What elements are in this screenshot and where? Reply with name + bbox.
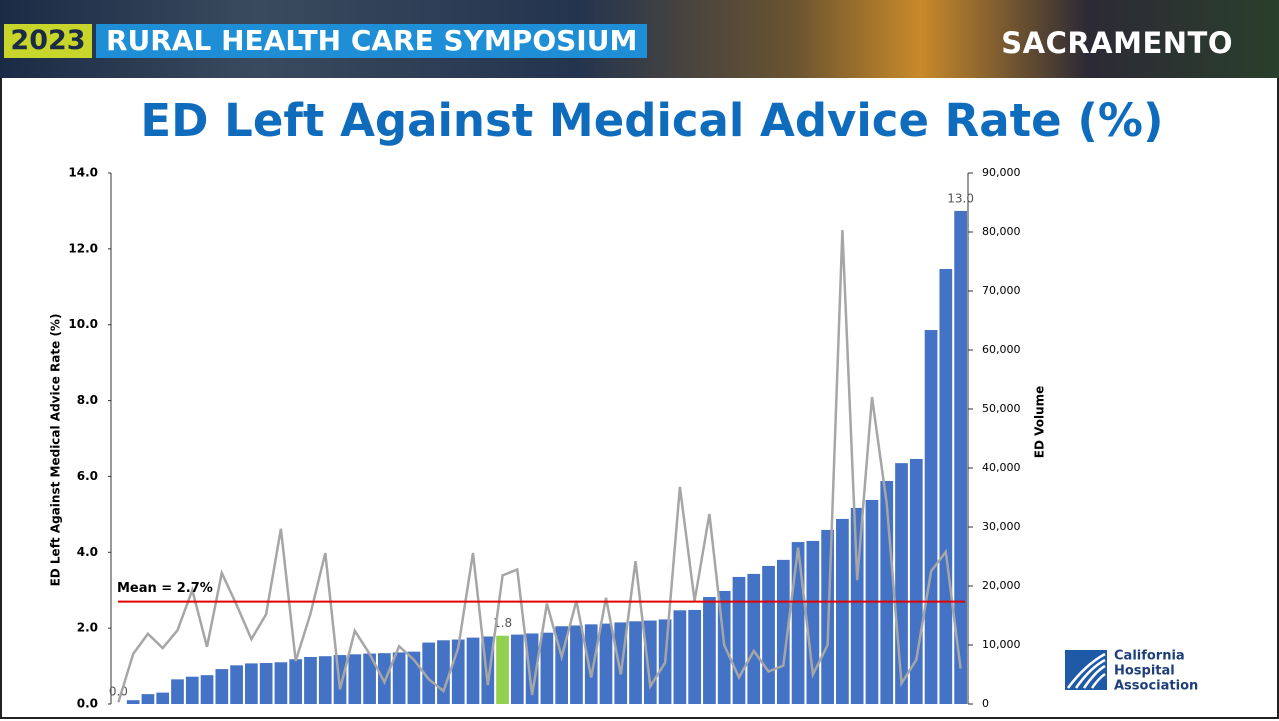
y-tick-label: 4.0: [77, 545, 98, 559]
bar: [762, 566, 775, 704]
bar: [585, 624, 598, 704]
bar: [703, 597, 716, 704]
bar: [186, 677, 199, 704]
bar: [142, 694, 155, 704]
bar: [437, 640, 450, 704]
value-label: 0.0: [109, 685, 128, 699]
y2-tick-label: 90,000: [982, 166, 1021, 179]
bar: [792, 542, 805, 704]
y2-tick-label: 30,000: [982, 520, 1021, 533]
bar: [895, 463, 908, 704]
y2-tick-label: 40,000: [982, 461, 1021, 474]
bar: [511, 635, 524, 704]
bar: [674, 610, 687, 704]
bar: [275, 662, 288, 704]
bar: [939, 269, 952, 704]
bar: [570, 625, 583, 704]
y-tick-label: 12.0: [68, 241, 98, 255]
y-tick-label: 10.0: [68, 317, 98, 331]
bar: [319, 656, 332, 704]
bar: [806, 541, 819, 704]
bar: [688, 610, 701, 704]
mean-label: Mean = 2.7%: [117, 581, 213, 596]
logo-text: Association: [1114, 679, 1198, 694]
slide: 2023 RURAL HEALTH CARE SYMPOSIUM SACRAME…: [0, 0, 1279, 721]
chart-title: ED Left Against Medical Advice Rate (%): [140, 94, 1163, 147]
y-axis-title: ED Left Against Medical Advice Rate (%): [49, 314, 63, 587]
y2-tick-label: 80,000: [982, 225, 1021, 238]
bar: [836, 519, 849, 704]
y2-tick-label: 60,000: [982, 343, 1021, 356]
bar: [245, 663, 258, 704]
chart: ED Left Against Medical Advice Rate (%) …: [0, 0, 1279, 721]
bar: [644, 621, 657, 704]
logo-text: Hospital: [1114, 664, 1175, 679]
bar: [378, 653, 391, 704]
logo: California Hospital Association: [1065, 649, 1198, 694]
bar: [496, 636, 509, 704]
logo-text: California: [1114, 649, 1185, 664]
y2-tick-label: 20,000: [982, 579, 1021, 592]
bar: [925, 330, 938, 704]
value-label: 13.0: [947, 191, 974, 205]
bar: [600, 624, 613, 704]
bar: [156, 693, 169, 704]
y2-tick-label: 10,000: [982, 638, 1021, 651]
bar: [629, 621, 642, 704]
y2-tick-label: 70,000: [982, 284, 1021, 297]
y-tick-label: 14.0: [68, 166, 98, 180]
y2-tick-label: 0: [982, 697, 989, 710]
y-tick-label: 2.0: [77, 621, 98, 635]
bar: [289, 659, 302, 704]
bar: [201, 675, 214, 704]
y-tick-label: 6.0: [77, 469, 98, 483]
bar: [127, 700, 140, 704]
bar: [171, 679, 184, 704]
bar: [304, 657, 317, 704]
bar: [230, 665, 243, 704]
volume-line: [118, 230, 960, 702]
bar: [733, 577, 746, 704]
bar: [348, 654, 361, 704]
y-tick-label: 8.0: [77, 393, 98, 407]
bar: [541, 633, 554, 704]
bar: [260, 663, 273, 704]
y2-tick-label: 50,000: [982, 402, 1021, 415]
y-tick-label: 0.0: [77, 697, 98, 711]
bar: [747, 574, 760, 704]
bar: [467, 638, 480, 704]
y2-axis-title: ED Volume: [1033, 386, 1047, 459]
bar: [215, 669, 228, 704]
